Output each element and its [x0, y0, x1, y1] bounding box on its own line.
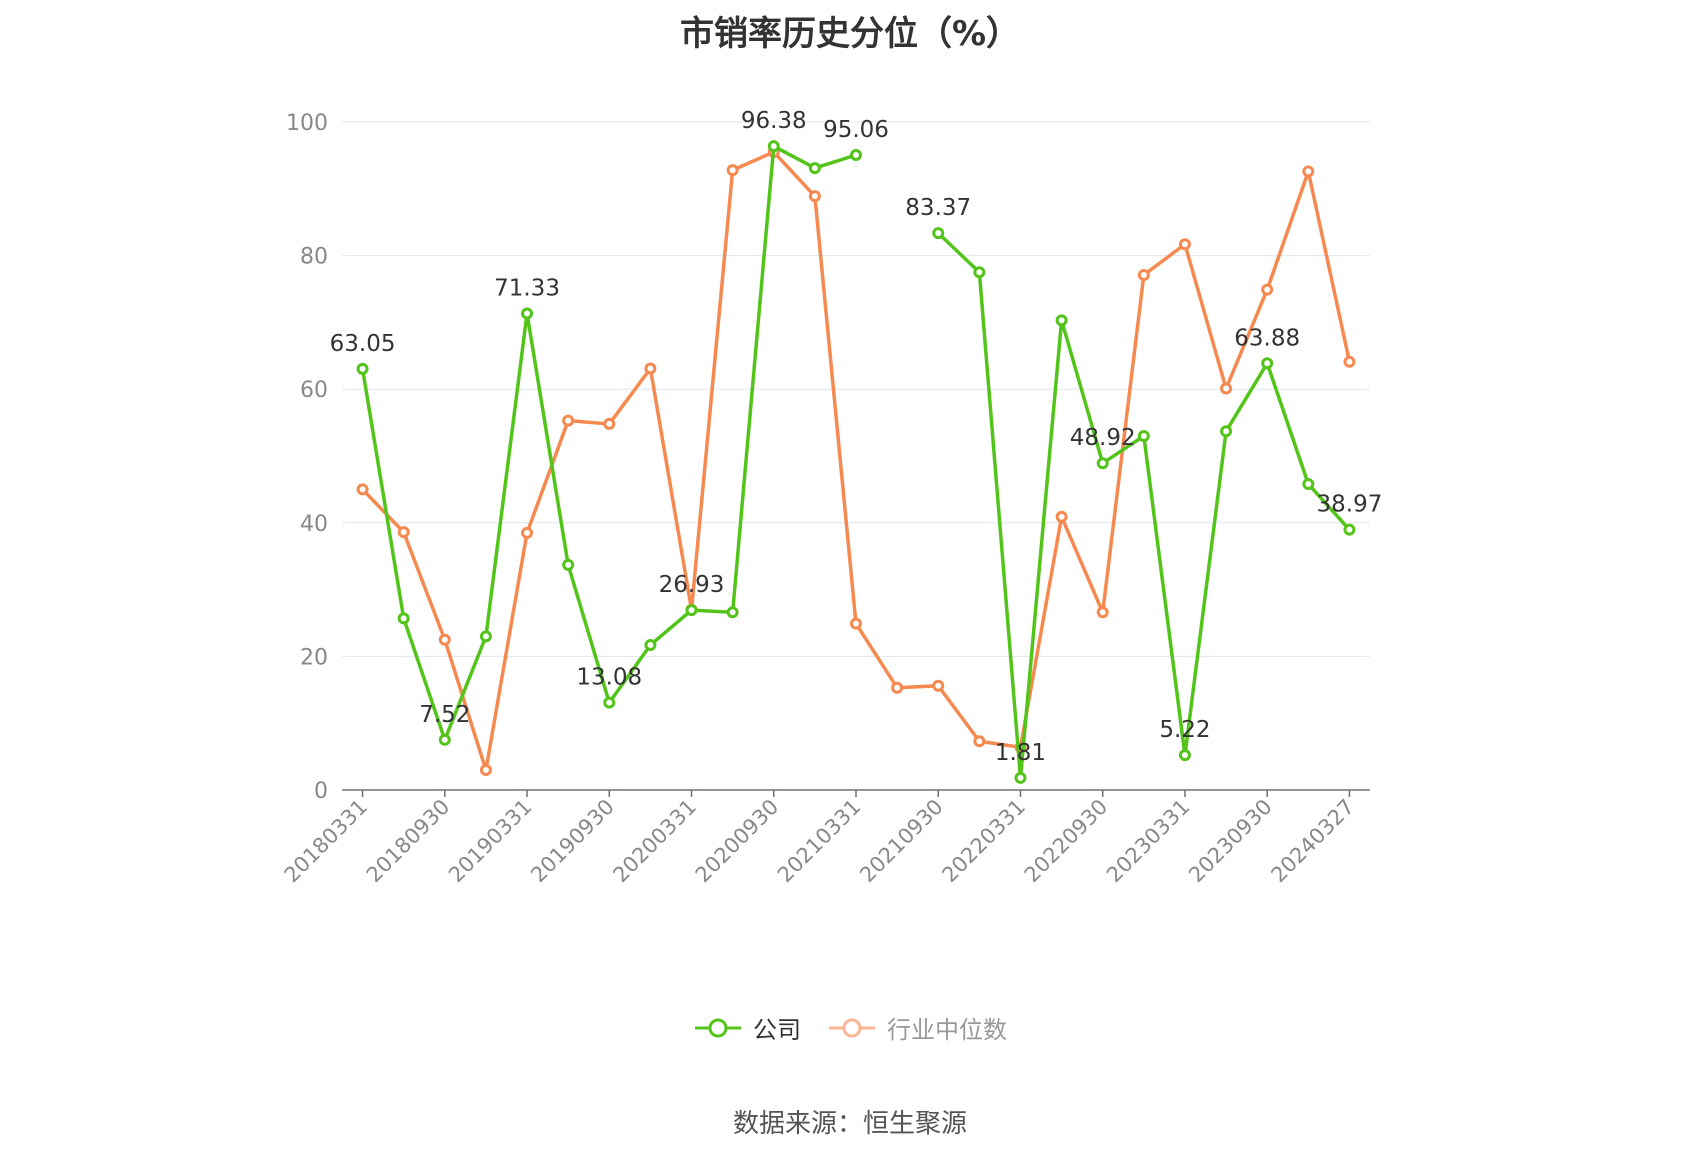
company-point [438, 733, 451, 746]
series-line [937, 231, 1351, 780]
company-point [562, 558, 575, 571]
industry-point [1096, 606, 1109, 619]
industry-point [356, 483, 369, 496]
industry-point [644, 362, 657, 375]
company-point [1220, 425, 1233, 438]
data-label: 13.08 [576, 665, 642, 691]
company-point [603, 696, 616, 709]
industry-point [726, 164, 739, 177]
industry-point [1261, 283, 1274, 296]
x-tick-label: 20200930 [691, 795, 784, 888]
data-label: 1.81 [995, 740, 1046, 766]
y-tick-label: 80 [300, 245, 328, 270]
data-label: 5.22 [1159, 717, 1210, 743]
legend-company-label: 公司 [753, 1016, 801, 1044]
company-point [1343, 523, 1356, 536]
industry-point [1178, 238, 1191, 251]
data-label: 83.37 [905, 195, 971, 221]
industry-point [1302, 165, 1315, 178]
source-note: 数据来源：恒生聚源 [732, 1109, 967, 1139]
data-label: 96.38 [741, 108, 807, 134]
industry-point [891, 681, 904, 694]
industry-point [973, 735, 986, 748]
industry-point [1055, 510, 1068, 523]
company-point [1261, 357, 1274, 370]
company-point [1096, 457, 1109, 470]
company-point [644, 639, 657, 652]
industry-point [438, 633, 451, 646]
y-tick-label: 40 [300, 512, 328, 537]
x-tick-label: 20220930 [1020, 795, 1113, 888]
company-point [356, 362, 369, 375]
x-tick-label: 20180331 [280, 795, 373, 888]
industry-point [397, 526, 410, 539]
y-tick-label: 100 [286, 111, 328, 136]
data-label: 63.88 [1234, 325, 1300, 351]
data-label: 7.52 [419, 702, 470, 728]
legend-industry-icon [829, 1018, 875, 1037]
x-tick-label: 20200331 [609, 795, 702, 888]
series-industry [356, 146, 1356, 776]
industry-point [808, 190, 821, 203]
data-label: 95.06 [823, 117, 889, 143]
company-point [479, 630, 492, 643]
series-company [356, 140, 1356, 784]
industry-point [1137, 268, 1150, 281]
x-axis: 2018033120180930201903312019093020200331… [280, 789, 1370, 888]
industry-point [1343, 355, 1356, 368]
company-point [521, 307, 534, 320]
company-point [767, 140, 780, 153]
x-tick-label: 20180930 [362, 795, 455, 888]
industry-point [479, 763, 492, 776]
company-point [685, 604, 698, 617]
company-point [726, 606, 739, 619]
x-tick-label: 20230930 [1184, 795, 1277, 888]
company-point [1014, 771, 1027, 784]
chart-title: 市销率历史分位（%） [679, 14, 1021, 54]
company-point [850, 148, 862, 161]
data-label: 71.33 [494, 276, 560, 302]
grid-lines [342, 121, 1370, 657]
company-point [1137, 429, 1150, 442]
data-label: 63.05 [330, 331, 396, 357]
y-tick-label: 60 [300, 378, 328, 403]
series-line [360, 144, 857, 742]
data-labels: 63.05 7.52 71.33 13.08 26.93 96.38 95.06 83.37 1… [330, 108, 1383, 766]
y-tick-label: 20 [300, 645, 328, 670]
industry-point [521, 526, 534, 539]
line-chart: 0 20 40 60 80 100 201803312018093020190331201… [280, 108, 1383, 888]
company-point [1055, 314, 1068, 327]
series-line [361, 150, 1352, 772]
industry-point [562, 414, 575, 427]
y-tick-label: 0 [314, 779, 328, 804]
legend-item-company[interactable]: 公司 [693, 1010, 801, 1045]
x-tick-label: 20210930 [855, 795, 948, 888]
company-point [973, 266, 986, 279]
industry-point [850, 617, 862, 630]
x-tick-label: 20240327 [1266, 795, 1359, 888]
company-point [397, 612, 410, 625]
data-label: 38.97 [1317, 492, 1383, 518]
x-tick-label: 20210331 [773, 795, 866, 888]
data-label: 48.92 [1070, 425, 1136, 451]
industry-point [603, 417, 616, 430]
industry-point [932, 679, 945, 692]
y-axis: 0 20 40 60 80 100 [286, 111, 328, 804]
company-point [808, 162, 821, 175]
x-tick-label: 20190331 [444, 795, 537, 888]
legend-industry-label: 行业中位数 [887, 1016, 1007, 1044]
x-tick-label: 20220331 [937, 795, 1030, 888]
company-point [932, 227, 945, 240]
data-label: 26.93 [659, 572, 725, 598]
legend: 公司 行业中位数 [0, 1010, 1700, 1045]
legend-company-icon [695, 1018, 741, 1037]
x-tick-label: 20230331 [1102, 795, 1195, 888]
legend-item-industry[interactable]: 行业中位数 [827, 1010, 1007, 1045]
company-point [1178, 749, 1191, 762]
company-point [1302, 478, 1315, 491]
industry-point [1220, 382, 1233, 395]
x-tick-label: 20190930 [526, 795, 619, 888]
